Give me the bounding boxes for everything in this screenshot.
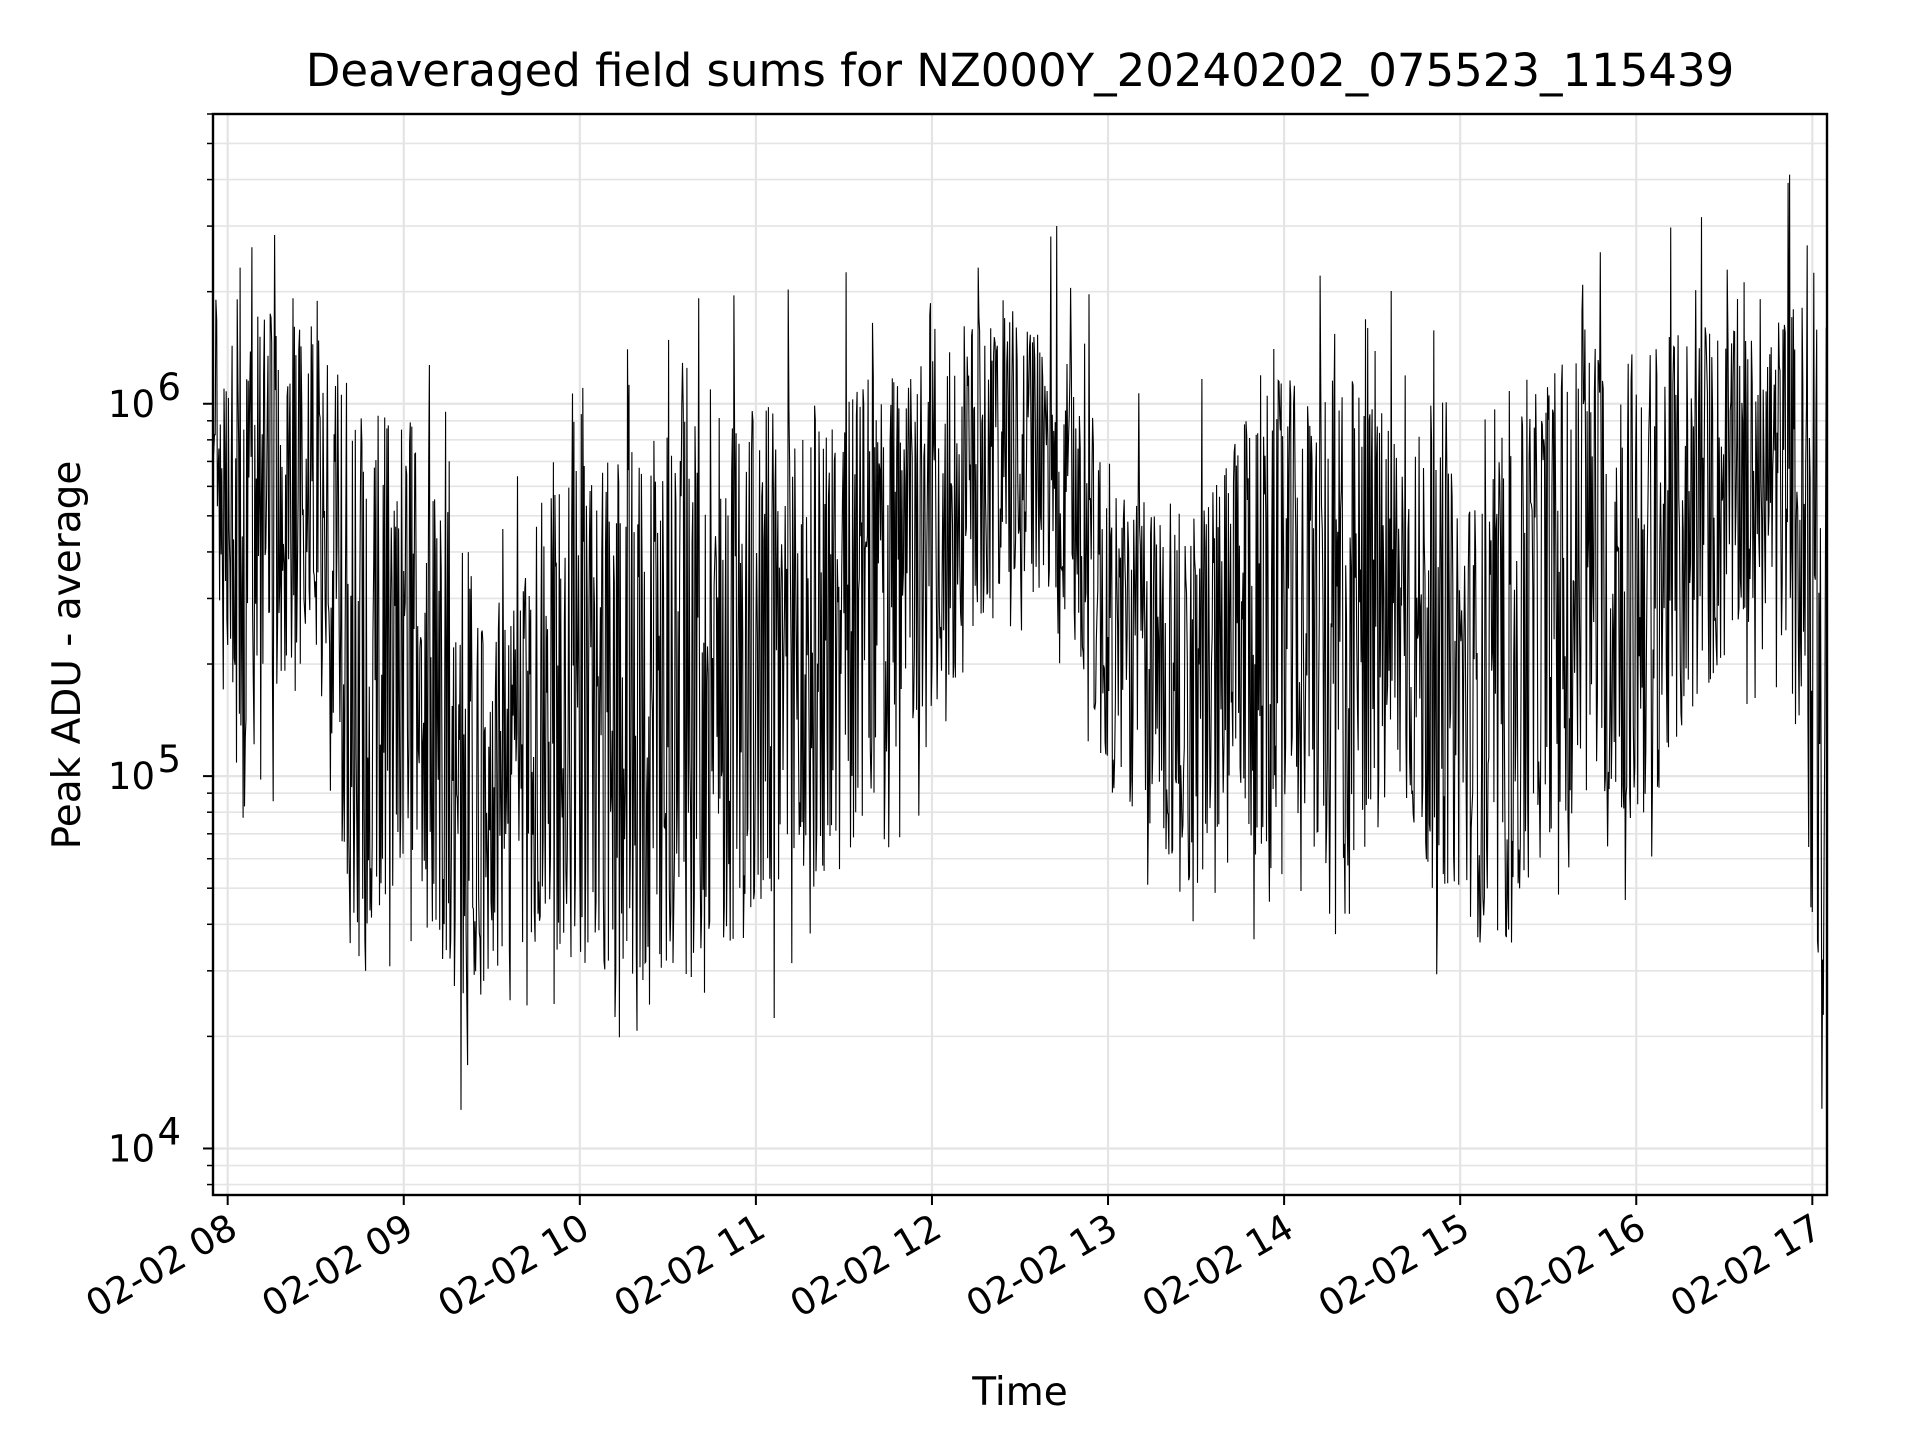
chart-title: Deaveraged field sums for NZ000Y_2024020… bbox=[306, 44, 1735, 97]
x-tick-label: 02-02 12 bbox=[783, 1206, 949, 1326]
series-line bbox=[212, 174, 1828, 1110]
x-tick-label: 02-02 09 bbox=[255, 1206, 421, 1326]
x-tick-label: 02-02 14 bbox=[1135, 1206, 1301, 1326]
y-tick-exponent: 5 bbox=[157, 738, 181, 781]
x-tick-label: 02-02 10 bbox=[431, 1206, 597, 1326]
data-line bbox=[212, 174, 1828, 1110]
x-tick-label: 02-02 08 bbox=[79, 1206, 245, 1326]
y-tick-label: 10 bbox=[108, 755, 155, 798]
y-tick-label: 10 bbox=[108, 383, 155, 426]
grid bbox=[213, 113, 1827, 1195]
x-tick-label: 02-02 11 bbox=[607, 1206, 773, 1326]
x-tick-label: 02-02 13 bbox=[959, 1206, 1125, 1326]
y-tick-exponent: 6 bbox=[157, 366, 181, 409]
plot-frame bbox=[211, 112, 1829, 1197]
x-tick-label: 02-02 17 bbox=[1663, 1206, 1829, 1326]
y-axis-label: Peak ADU - average bbox=[45, 461, 90, 850]
y-tick-exponent: 4 bbox=[157, 1110, 181, 1153]
x-axis: 02-02 08 02-02 09 02-02 10 02-02 11 02-02 12… bbox=[79, 1195, 1829, 1326]
y-tick-label: 10 bbox=[108, 1127, 155, 1170]
x-tick-label: 02-02 15 bbox=[1311, 1206, 1477, 1326]
x-axis-label: Time bbox=[971, 1370, 1067, 1415]
x-tick-label: 02-02 16 bbox=[1487, 1206, 1653, 1326]
